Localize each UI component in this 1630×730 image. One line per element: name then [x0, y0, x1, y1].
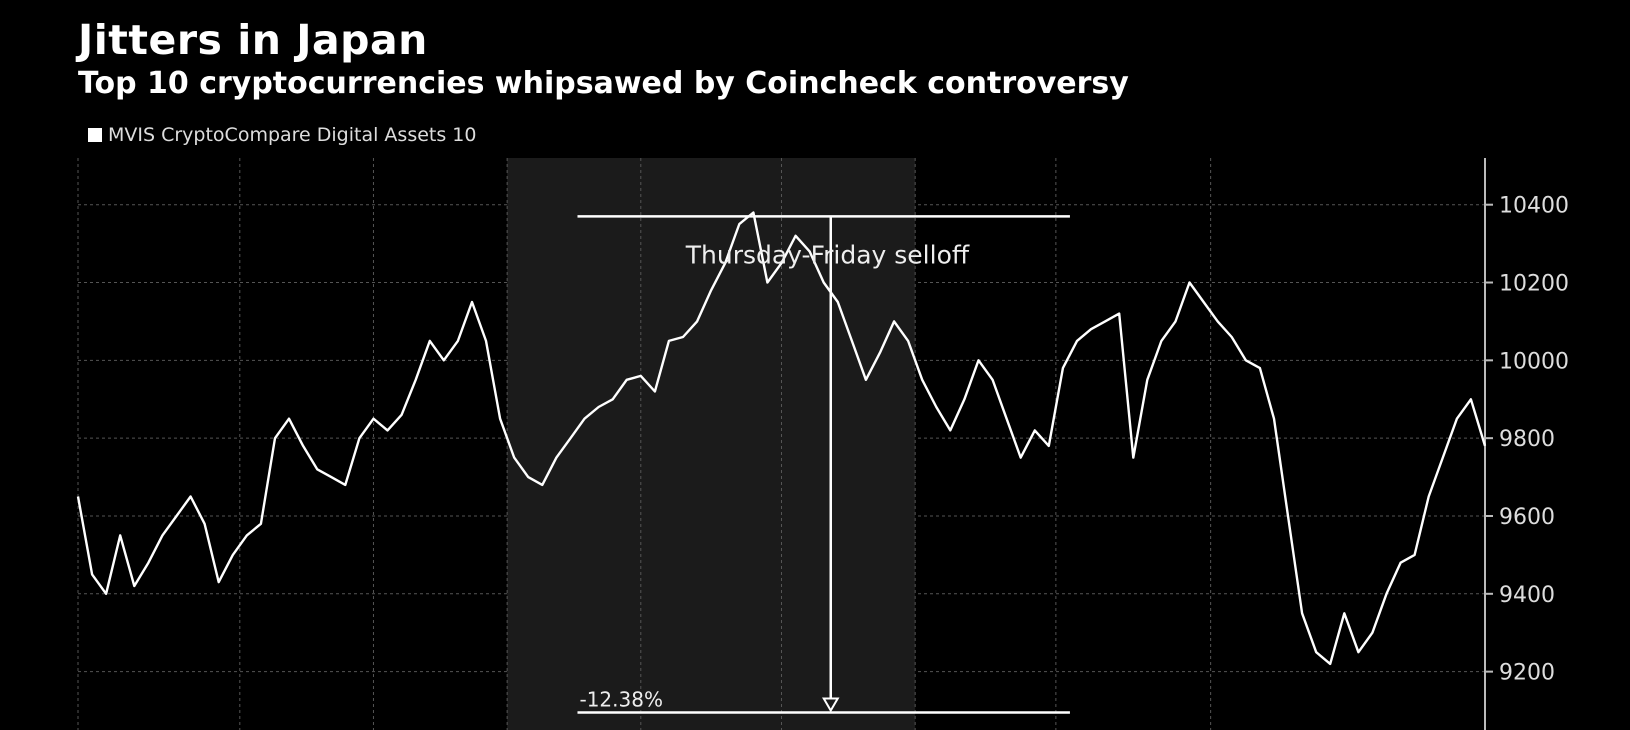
chart-subtitle: Top 10 cryptocurrencies whipsawed by Coi… — [78, 66, 1129, 101]
legend-swatch — [88, 128, 102, 142]
y-tick-label: 9200 — [1499, 661, 1555, 686]
legend: MVIS CryptoCompare Digital Assets 10 — [88, 124, 477, 146]
vertical-grid — [77, 158, 1212, 730]
selloff-arrow-head — [822, 697, 840, 713]
y-tick-label: 10000 — [1499, 349, 1569, 374]
chart-title: Jitters in Japan — [78, 16, 428, 64]
series-line — [76, 211, 1487, 666]
y-tick-label: 9600 — [1499, 505, 1555, 530]
y-tick-label: 9800 — [1499, 427, 1555, 452]
annotation-selloff: Thursday-Friday selloff — [685, 240, 970, 269]
y-tick-label: 10200 — [1499, 272, 1569, 297]
y-tick-label: 10400 — [1499, 194, 1569, 219]
y-ticks: 9200 9400 9600 9800 10000 10200 10400 — [1485, 194, 1569, 686]
annotation-percent: -12.38% — [579, 687, 662, 711]
legend-label: MVIS CryptoCompare Digital Assets 10 — [108, 124, 477, 146]
y-tick-label: 9400 — [1499, 583, 1555, 608]
shaded-region — [507, 158, 916, 730]
